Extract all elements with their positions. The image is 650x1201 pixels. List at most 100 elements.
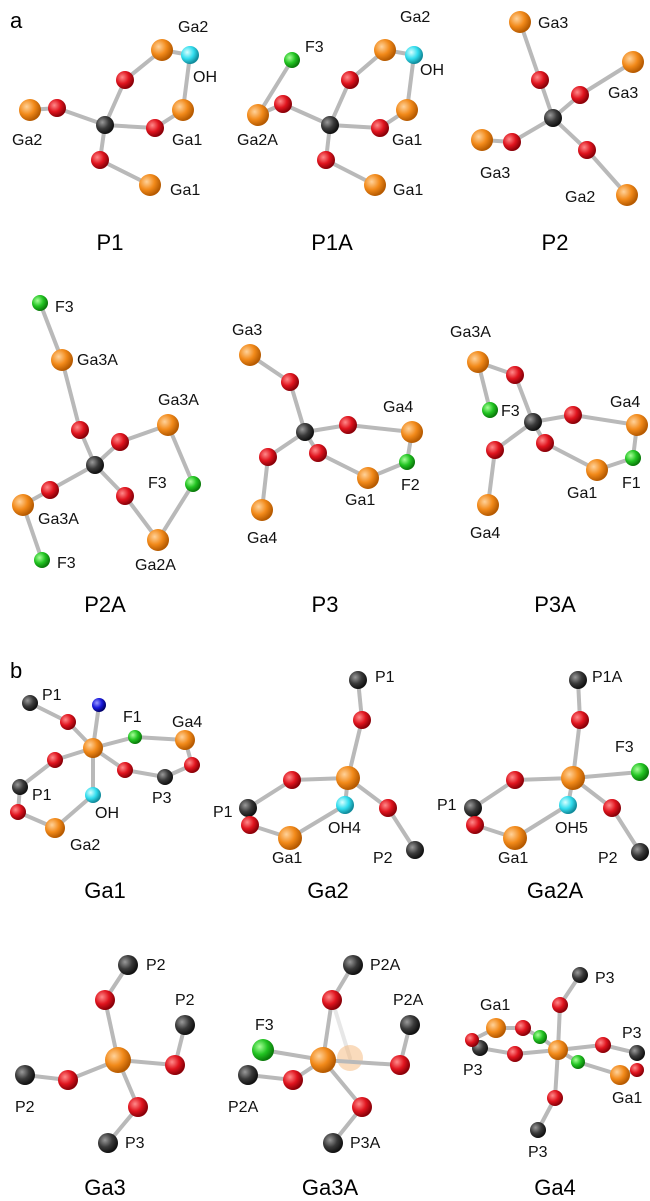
atom-o bbox=[283, 771, 301, 789]
atom-c bbox=[400, 1015, 420, 1035]
atom-ga bbox=[147, 529, 169, 551]
atom-oh bbox=[181, 46, 199, 64]
atom-c bbox=[157, 769, 173, 785]
atom-f bbox=[34, 552, 50, 568]
atom-label: Ga3 bbox=[232, 322, 262, 339]
atom-ga bbox=[83, 738, 103, 758]
atom-c bbox=[629, 1045, 645, 1061]
atom-c bbox=[239, 799, 257, 817]
structure-Ga1: P1 F1 Ga4 P1 P3 OH Ga2 Ga1 bbox=[10, 687, 202, 903]
atom-o bbox=[309, 444, 327, 462]
structure-P1: Ga2 OH Ga2 Ga1 Ga1 P1 bbox=[12, 19, 217, 255]
atom-label: F3 bbox=[501, 403, 520, 420]
atom-o bbox=[353, 711, 371, 729]
caption-P1A: P1A bbox=[311, 230, 353, 255]
atom-o bbox=[274, 95, 292, 113]
atom-ga bbox=[19, 99, 41, 121]
atom-o bbox=[390, 1055, 410, 1075]
atom-o bbox=[630, 1063, 644, 1077]
atom-label: F3 bbox=[57, 555, 76, 572]
atom-f bbox=[185, 476, 201, 492]
atom-o bbox=[91, 151, 109, 169]
atom-c bbox=[15, 1065, 35, 1085]
atom-o bbox=[515, 1020, 531, 1036]
atom-c bbox=[323, 1133, 343, 1153]
atom-o bbox=[48, 99, 66, 117]
atom-o bbox=[322, 990, 342, 1010]
atom-f bbox=[252, 1039, 274, 1061]
atom-ga bbox=[278, 826, 302, 850]
atom-label: Ga2 bbox=[400, 9, 430, 26]
atom-ga bbox=[626, 414, 648, 436]
atom-ga bbox=[610, 1065, 630, 1085]
atom-o bbox=[603, 799, 621, 817]
atom-label: F3 bbox=[255, 1017, 274, 1034]
atom-ga bbox=[247, 104, 269, 126]
atom-c bbox=[572, 967, 588, 983]
caption-P2A: P2A bbox=[84, 592, 126, 617]
atom-o bbox=[116, 71, 134, 89]
atom-o bbox=[379, 799, 397, 817]
atom-ga bbox=[509, 11, 531, 33]
atom-o bbox=[486, 441, 504, 459]
atom-ga bbox=[157, 414, 179, 436]
atom-ga bbox=[336, 766, 360, 790]
atom-label: Ga3 bbox=[538, 15, 568, 32]
structure-Ga2: P1 P1 OH4 Ga1 P2 Ga2 bbox=[213, 669, 424, 903]
caption-P2: P2 bbox=[542, 230, 569, 255]
atom-label: Ga2A bbox=[237, 132, 278, 149]
atom-c bbox=[118, 955, 138, 975]
atom-o bbox=[595, 1037, 611, 1053]
atom-c bbox=[524, 413, 542, 431]
caption-Ga3: Ga3 bbox=[84, 1175, 126, 1200]
atom-o bbox=[128, 1097, 148, 1117]
atom-label: F3 bbox=[55, 299, 74, 316]
atom-oh bbox=[405, 46, 423, 64]
caption-P1: P1 bbox=[97, 230, 124, 255]
atom-n bbox=[92, 698, 106, 712]
atom-ga bbox=[586, 459, 608, 481]
atom-label: P2 bbox=[373, 850, 393, 867]
atom-f bbox=[482, 402, 498, 418]
atom-ga bbox=[477, 494, 499, 516]
atom-o bbox=[536, 434, 554, 452]
atom-label: OH bbox=[193, 69, 217, 86]
atom-label: Ga1 bbox=[170, 182, 200, 199]
atom-label: Ga1 bbox=[567, 485, 597, 502]
atom-o bbox=[506, 366, 524, 384]
atom-ga bbox=[151, 39, 173, 61]
atom-o bbox=[71, 421, 89, 439]
atom-f bbox=[284, 52, 300, 68]
atom-c bbox=[406, 841, 424, 859]
atom-label: P2 bbox=[598, 850, 618, 867]
atom-o bbox=[317, 151, 335, 169]
atom-label: P3 bbox=[595, 970, 615, 987]
atom-ga bbox=[12, 494, 34, 516]
atom-label: P2A bbox=[228, 1099, 259, 1116]
atom-label: F3 bbox=[305, 39, 324, 56]
atom-o bbox=[241, 816, 259, 834]
caption-P3: P3 bbox=[312, 592, 339, 617]
atom-o bbox=[95, 990, 115, 1010]
atom-label: Ga2 bbox=[70, 837, 100, 854]
atom-f bbox=[399, 454, 415, 470]
atom-o bbox=[506, 771, 524, 789]
atom-o bbox=[60, 714, 76, 730]
structure-P3A: Ga3A Ga4 F3 Ga1 F1 Ga4 P3A bbox=[450, 324, 648, 617]
caption-Ga3A: Ga3A bbox=[302, 1175, 359, 1200]
atom-o bbox=[352, 1097, 372, 1117]
atom-c bbox=[631, 843, 649, 861]
atom-c bbox=[296, 423, 314, 441]
atom-label: Ga1 bbox=[272, 850, 302, 867]
atom-label: Ga2 bbox=[565, 189, 595, 206]
atom-label: P2A bbox=[370, 957, 401, 974]
atom-label: P1A bbox=[592, 669, 623, 686]
atom-o bbox=[116, 487, 134, 505]
atom-label: OH bbox=[95, 805, 119, 822]
atom-o bbox=[547, 1090, 563, 1106]
atom-c bbox=[349, 671, 367, 689]
atom-c bbox=[530, 1122, 546, 1138]
atom-c bbox=[175, 1015, 195, 1035]
atom-label: Ga4 bbox=[172, 714, 202, 731]
